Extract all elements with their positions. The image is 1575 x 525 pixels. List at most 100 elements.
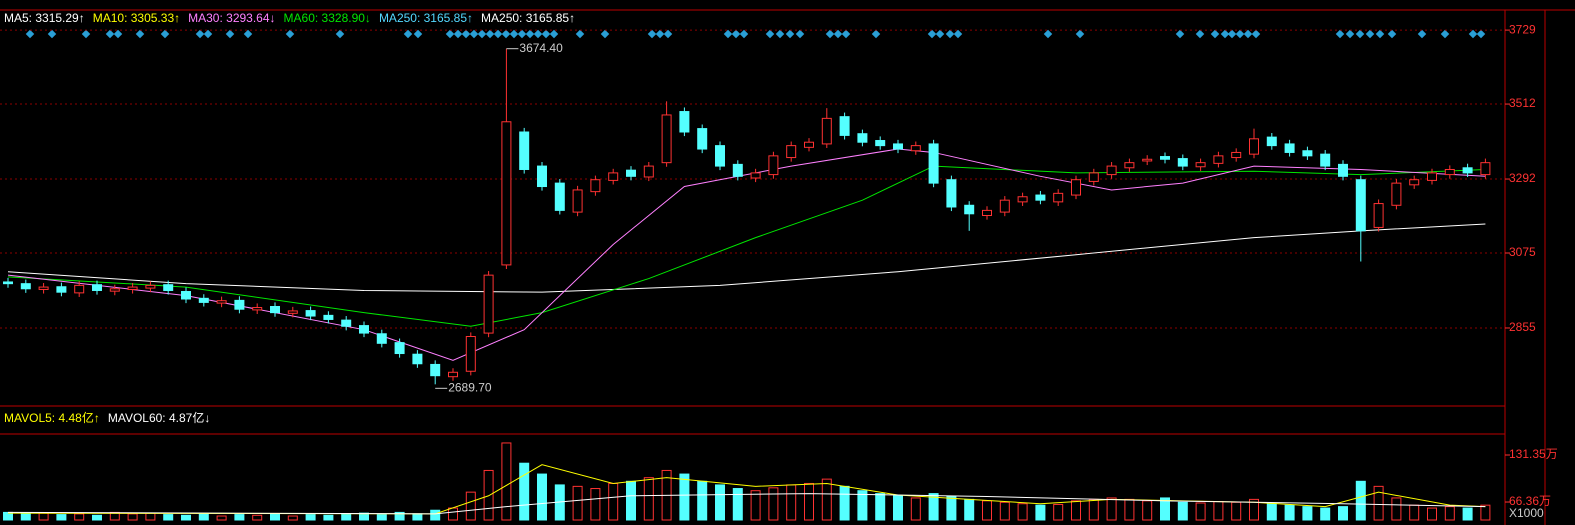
candle-body bbox=[804, 141, 814, 148]
volume-legend: MAVOL5: 4.48亿↑ MAVOL60: 4.87亿↓ bbox=[4, 409, 218, 426]
volume-bar bbox=[1462, 507, 1473, 521]
candle-body bbox=[323, 314, 334, 320]
volume-bar bbox=[964, 498, 975, 521]
candle-body bbox=[74, 284, 85, 294]
volume-bar bbox=[804, 482, 814, 521]
volume-bar bbox=[1427, 507, 1437, 521]
y-tick-label: 3292 bbox=[1509, 171, 1536, 185]
volume-bar bbox=[287, 515, 298, 521]
indicator-label: MA10: 3305.33↑ bbox=[92, 11, 181, 25]
candle-body bbox=[1124, 162, 1135, 169]
price-legend: MA5: 3315.29↑ MA10: 3305.33↑ MA30: 3293.64… bbox=[4, 11, 583, 25]
volume-bar bbox=[376, 514, 387, 521]
candle-body bbox=[127, 286, 138, 290]
annotation: 2689.70 bbox=[448, 380, 492, 394]
volume-bar bbox=[1035, 504, 1046, 521]
candle-body bbox=[3, 281, 13, 285]
signal-marker bbox=[453, 29, 463, 39]
volume-bar bbox=[1355, 480, 1366, 521]
candle-body bbox=[928, 143, 939, 184]
candle-body bbox=[198, 297, 209, 303]
volume-bar bbox=[412, 513, 423, 521]
volume-bar bbox=[786, 484, 797, 521]
candle-body bbox=[1284, 143, 1295, 153]
volume-bar bbox=[56, 514, 67, 521]
candle-body bbox=[590, 179, 601, 193]
candle-body bbox=[1142, 158, 1153, 162]
volume-bar bbox=[946, 495, 957, 521]
signal-marker bbox=[445, 29, 455, 39]
signal-marker bbox=[477, 29, 487, 39]
candle-body bbox=[537, 165, 547, 188]
candle-body bbox=[786, 145, 797, 159]
y-tick-label: 131.35万 bbox=[1509, 447, 1558, 461]
volume-bar bbox=[1053, 503, 1064, 521]
signal-marker bbox=[413, 29, 423, 39]
signal-marker bbox=[461, 29, 471, 39]
indicator-label: MAVOL60: 4.87亿↓ bbox=[107, 411, 211, 425]
candle-body bbox=[1106, 165, 1117, 176]
candle-body bbox=[305, 310, 316, 317]
volume-bar bbox=[982, 500, 992, 521]
candle-body bbox=[465, 335, 476, 372]
candle-body bbox=[1302, 150, 1313, 157]
volume-bar bbox=[216, 515, 227, 521]
signal-marker bbox=[493, 29, 503, 39]
volume-bar bbox=[38, 512, 49, 521]
ma-line bbox=[7, 165, 1486, 327]
volume-bar bbox=[679, 473, 690, 521]
volume-bar bbox=[341, 513, 352, 521]
candle-body bbox=[875, 140, 886, 147]
signal-marker bbox=[47, 29, 57, 39]
volume-bar bbox=[430, 509, 441, 521]
candle-body bbox=[946, 179, 957, 208]
signal-marker bbox=[25, 29, 35, 39]
candle-body bbox=[982, 209, 992, 216]
candle-body bbox=[109, 288, 120, 292]
volume-bar bbox=[821, 478, 832, 521]
candle-body bbox=[448, 371, 458, 378]
volume-bar bbox=[519, 462, 530, 521]
volume-bar bbox=[1195, 502, 1206, 521]
candle-body bbox=[1231, 151, 1242, 159]
candle-body bbox=[821, 117, 832, 145]
candle-body bbox=[768, 155, 779, 176]
candle-body bbox=[750, 172, 761, 179]
candle-body bbox=[519, 131, 530, 170]
indicator-label: MA250: 3165.85↑ bbox=[378, 11, 474, 25]
candle-body bbox=[839, 116, 850, 136]
signal-marker bbox=[285, 29, 295, 39]
candle-body bbox=[1480, 162, 1491, 176]
volume-bar bbox=[501, 442, 512, 521]
volume-bar bbox=[270, 513, 280, 521]
volume-bar bbox=[572, 485, 583, 521]
candle-body bbox=[287, 310, 298, 314]
candle-body bbox=[20, 283, 31, 290]
candle-body bbox=[145, 284, 156, 289]
volume-bar bbox=[715, 484, 725, 521]
volume-bar bbox=[643, 477, 654, 521]
volume-bar bbox=[1231, 501, 1242, 521]
candle-body bbox=[1017, 196, 1028, 203]
volume-bar bbox=[1177, 501, 1188, 521]
volume-bar bbox=[448, 507, 458, 521]
volume-bar bbox=[74, 513, 85, 521]
volume-bar bbox=[999, 501, 1010, 521]
volume-bar bbox=[1160, 497, 1170, 521]
candle-body bbox=[1355, 179, 1366, 232]
volume-bar bbox=[768, 487, 779, 521]
volume-bar bbox=[394, 511, 405, 521]
volume-bar bbox=[3, 511, 13, 521]
candle-body bbox=[163, 284, 174, 291]
candle-body bbox=[679, 111, 690, 133]
candle-body bbox=[181, 291, 191, 300]
candle-body bbox=[1177, 158, 1188, 167]
volume-bar bbox=[1071, 500, 1081, 521]
candle-body bbox=[857, 133, 868, 143]
annotation: 3674.40 bbox=[519, 41, 563, 55]
candle-body bbox=[732, 163, 743, 177]
candle-body bbox=[1338, 163, 1348, 177]
y-tick-label: 3075 bbox=[1509, 245, 1536, 259]
candle-body bbox=[92, 284, 102, 291]
